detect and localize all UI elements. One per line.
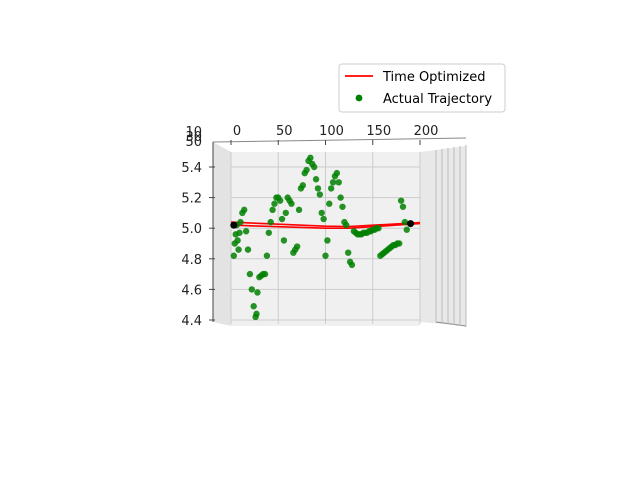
trajectory-point	[299, 182, 307, 189]
trajectory-point	[337, 194, 344, 201]
trajectory-point	[310, 163, 318, 171]
trajectory-point	[246, 270, 254, 278]
data-series	[230, 154, 421, 321]
trajectory-point	[320, 215, 327, 223]
trajectory-point	[271, 200, 278, 207]
trajectory-point	[234, 237, 241, 244]
trajectory-point	[403, 226, 410, 233]
trajectory-point	[263, 252, 271, 259]
trajectory-point	[397, 197, 405, 204]
trajectory-point	[326, 200, 333, 207]
trajectory-point	[401, 218, 409, 226]
legend: Time Optimized Actual Trajectory	[338, 63, 506, 113]
trajectory-point	[244, 246, 252, 253]
x-tick-label: 150	[366, 124, 391, 139]
trajectory-point	[261, 270, 269, 278]
z-tick-label: 4.4	[181, 314, 202, 329]
legend-box	[338, 63, 506, 113]
trajectory-point	[327, 185, 335, 192]
trajectory-point	[282, 209, 290, 217]
time-optimized-line-return	[230, 221, 421, 228]
grid-lines	[230, 145, 467, 327]
trajectory-point	[343, 221, 350, 229]
trajectory-point	[295, 206, 303, 214]
top-edge	[212, 137, 467, 143]
trajectory-point	[375, 225, 382, 232]
legend-label: Actual Trajectory	[383, 92, 492, 107]
trajectory-point	[307, 154, 314, 162]
y-tick-label: 10	[185, 125, 202, 140]
trajectory-point	[276, 197, 284, 204]
z-tick-label: 5.2	[181, 192, 202, 207]
z-tick-label: 4.8	[181, 253, 202, 268]
trajectory-point	[254, 289, 261, 296]
trajectory-point	[265, 229, 272, 236]
y-tick-label: 30	[185, 130, 202, 145]
trajectory-point	[344, 249, 352, 256]
legend-label: Time Optimized	[382, 70, 486, 85]
trajectory-point	[288, 200, 295, 207]
trajectory-point	[293, 243, 301, 250]
z-tick-label: 5.0	[181, 222, 202, 237]
trajectory-point	[278, 215, 286, 223]
trajectory-point	[280, 237, 288, 244]
trajectory-point	[237, 218, 244, 226]
bottom-edge	[435, 321, 467, 327]
x-tick-label: 200	[414, 124, 439, 139]
trajectory-point	[267, 218, 274, 226]
trajectory-point	[348, 261, 356, 269]
trajectory-point	[242, 228, 250, 235]
x-tick-label: 50	[276, 124, 293, 139]
trajectory-point	[241, 206, 248, 214]
trajectory-point	[269, 206, 276, 214]
trajectory-point	[250, 303, 257, 310]
trajectory-point	[312, 176, 320, 183]
x-tick-label: 0	[233, 124, 241, 139]
trajectory-point	[303, 166, 310, 174]
endpoint-marker	[230, 221, 238, 229]
trajectory-point	[235, 246, 242, 253]
trajectory-point	[248, 286, 255, 293]
legend-dot-swatch	[355, 94, 363, 102]
trajectory-point	[399, 203, 407, 210]
y-tick-label: 50	[185, 135, 202, 150]
trajectory-point	[230, 252, 238, 259]
x-tick-label: 100	[319, 124, 344, 139]
axes-panes	[212, 137, 467, 327]
right-pane	[420, 146, 466, 326]
trajectory-point	[324, 237, 331, 244]
trajectory-point	[335, 179, 342, 186]
left-pane	[213, 142, 231, 326]
trajectory-point	[316, 191, 324, 198]
z-tick-label: 4.6	[181, 283, 202, 298]
time-optimized-line	[230, 222, 421, 229]
endpoint-marker	[407, 220, 415, 228]
trajectory-point	[322, 252, 329, 259]
trajectory-point	[236, 229, 243, 236]
trajectory-point	[396, 240, 403, 247]
trajectory-point	[253, 310, 260, 318]
trajectory-point	[333, 169, 341, 177]
trajectory-point	[329, 179, 337, 186]
trajectory-point	[339, 203, 346, 210]
trajectory-point	[318, 209, 325, 217]
z-tick-label: 5.4	[181, 161, 202, 176]
trajectory-point	[314, 185, 322, 192]
